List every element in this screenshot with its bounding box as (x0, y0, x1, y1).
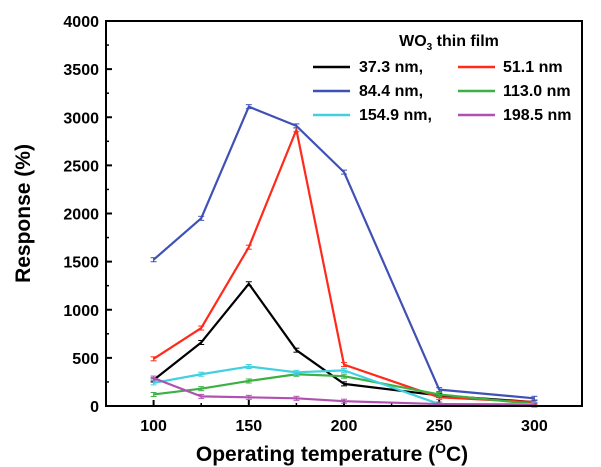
legend-title: WO3 thin film (399, 33, 499, 53)
data-point (198, 325, 205, 331)
data-point (245, 364, 252, 370)
y-tick-label: 2500 (63, 158, 99, 175)
legend-label: 84.4 nm, (359, 83, 423, 100)
data-point (293, 123, 300, 129)
x-tick-label: 250 (426, 418, 453, 435)
legend-label: 51.1 nm (503, 59, 563, 76)
series (150, 281, 538, 405)
data-point (245, 281, 252, 287)
series (150, 104, 538, 401)
legend-label: 154.9 nm, (359, 107, 432, 124)
legend: WO3 thin film 37.3 nm, 51.1 nm 84.4 nm, 113… (313, 33, 571, 124)
data-point (341, 373, 347, 379)
legend-item: 84.4 nm, (313, 83, 423, 100)
data-point (198, 215, 205, 221)
y-axis-ticks: 0 500 1000 1500 2000 2500 3000 3500 4000 (63, 14, 112, 416)
legend-title-rest: thin film (432, 33, 499, 50)
y-tick-label: 2000 (63, 207, 99, 224)
data-point (150, 375, 157, 381)
data-point (245, 378, 252, 384)
legend-label: 198.5 nm (503, 107, 571, 124)
data-point (198, 339, 205, 345)
x-tick-label: 150 (235, 418, 262, 435)
legend-item: 198.5 nm (458, 107, 571, 124)
x-axis-title-sup: O (435, 440, 446, 456)
data-point (150, 356, 157, 362)
data-point (198, 371, 205, 377)
y-tick-label: 500 (72, 351, 99, 368)
series (150, 127, 538, 405)
x-tick-label: 200 (331, 418, 358, 435)
x-tick-label: 300 (521, 418, 548, 435)
series-line (152, 105, 535, 400)
data-point (245, 104, 252, 110)
y-tick-label: 1500 (63, 255, 99, 272)
data-point (341, 169, 347, 175)
legend-item: 113.0 nm (458, 83, 571, 100)
series-layer (150, 104, 538, 408)
data-point (341, 381, 347, 387)
data-point (436, 387, 443, 393)
y-tick-label: 3000 (63, 110, 99, 127)
data-point (293, 369, 300, 375)
legend-items: 37.3 nm, 51.1 nm 84.4 nm, 113.0 nm 154.9 nm,… (313, 59, 571, 124)
legend-item: 51.1 nm (458, 59, 563, 76)
x-axis-title-end: C) (446, 443, 468, 466)
y-tick-label: 0 (90, 399, 99, 416)
legend-title-main: WO (399, 33, 427, 50)
y-tick-label: 4000 (63, 14, 99, 31)
x-axis-title-main: Operating temperature ( (196, 443, 435, 466)
legend-label: 37.3 nm, (359, 59, 423, 76)
y-tick-label: 1000 (63, 303, 99, 320)
legend-item: 154.9 nm, (313, 107, 432, 124)
legend-item: 37.3 nm, (313, 59, 423, 76)
legend-label: 113.0 nm (503, 83, 571, 100)
data-point (293, 347, 300, 353)
data-point (341, 367, 347, 373)
data-point (245, 394, 252, 400)
y-axis-title: Response (%) (12, 144, 35, 283)
data-point (293, 395, 300, 401)
data-point (150, 257, 157, 263)
y-tick-label: 3500 (63, 62, 99, 79)
data-point (198, 393, 205, 399)
legend-title-sub: 3 (427, 42, 433, 53)
x-tick-label: 100 (140, 418, 167, 435)
plot-frame (105, 20, 583, 407)
data-point (341, 362, 347, 368)
data-point (436, 391, 443, 397)
data-point (150, 391, 157, 397)
data-point (245, 244, 252, 250)
data-point (531, 395, 538, 401)
data-point (150, 380, 157, 386)
series (150, 375, 538, 408)
data-point (198, 386, 205, 392)
data-point (341, 398, 347, 404)
x-axis-title: Operating temperature (OC) (196, 440, 468, 466)
